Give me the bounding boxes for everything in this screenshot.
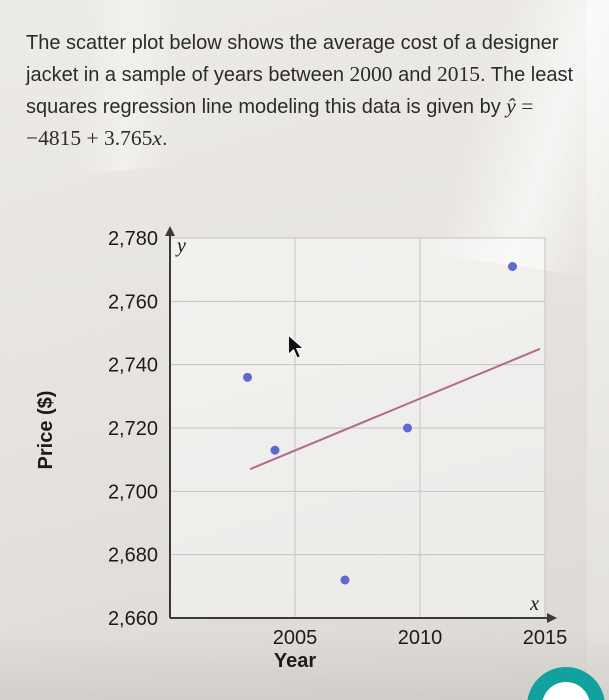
question-part1: The scatter plot below shows the average… (26, 32, 559, 86)
y-tick-label: 2,700 (108, 481, 158, 503)
x-tick-label: 2005 (273, 627, 318, 649)
data-point (403, 423, 412, 433)
data-point (243, 372, 252, 382)
data-point (270, 445, 280, 455)
x-axis-title: Year (273, 650, 317, 672)
equation-middle: = −4815 + 3.765 (26, 94, 534, 150)
x-tick-label: 2015 (523, 627, 568, 649)
question-part4: . (161, 128, 168, 150)
chart-canvas: 2,660 2,680 2,700 2,720 2,740 2,760 2,780 2005 2… (108, 226, 568, 649)
equation-yhat: ŷ (506, 94, 516, 118)
x-axis-symbol: x (529, 593, 539, 615)
y-tick-label: 2,780 (108, 228, 158, 250)
y-tick-label: 2,740 (108, 355, 158, 377)
y-tick-label: 2,660 (108, 608, 158, 630)
year-start: 2000 (349, 62, 393, 86)
question-part2: and (392, 64, 437, 86)
y-tick-label: 2,760 (108, 291, 158, 313)
year-end: 2015 (437, 62, 480, 86)
y-axis-arrow (165, 226, 175, 236)
x-axis-arrow (547, 613, 557, 623)
y-tick-label: 2,720 (108, 418, 158, 440)
y-axis-symbol: y (175, 235, 186, 257)
data-point (340, 575, 350, 585)
mouse-cursor (287, 334, 305, 359)
regression-line (249, 347, 541, 471)
x-tick-label: 2010 (398, 627, 443, 649)
equation-var: x (152, 126, 162, 150)
question-text: The scatter plot below shows the average… (26, 28, 586, 155)
data-point (508, 262, 517, 271)
question-part3: . The least squares regression line mode… (26, 64, 574, 118)
y-axis-title: Price ($) (35, 390, 57, 470)
y-tick-label: 2,680 (108, 545, 158, 567)
scatter-plot: 2,660 2,680 2,700 2,720 2,740 2,760 2,780 2005 2… (0, 210, 609, 690)
